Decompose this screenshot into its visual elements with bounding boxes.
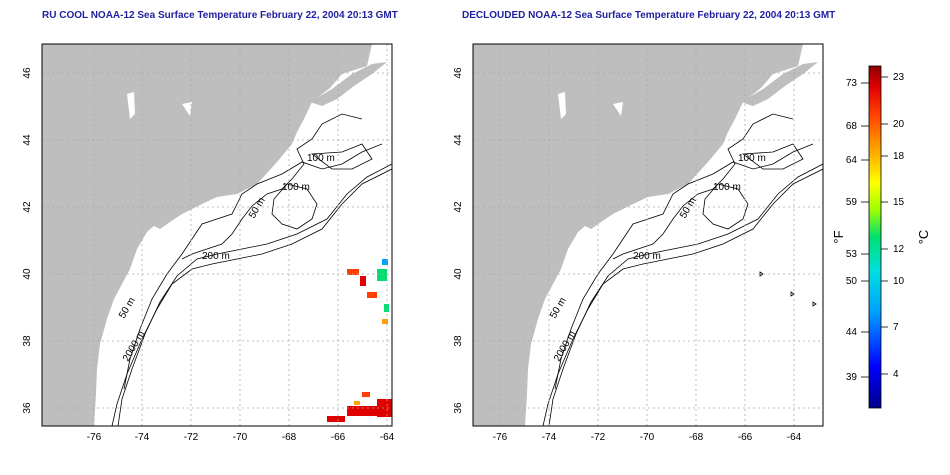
lat-tick: 46 (453, 67, 464, 79)
celsius-tick: 4 (893, 369, 899, 380)
left-map-panel: 100 m 100 m 50 m 200 m 50 m 2000 m -76 -… (22, 43, 395, 443)
lat-tick: 44 (453, 134, 464, 146)
celsius-tick: 18 (893, 151, 905, 162)
bathymetry-contours (542, 113, 823, 426)
lon-tick: -74 (135, 432, 150, 443)
left-map-title: RU COOL NOAA-12 Sea Surface Temperature … (42, 10, 398, 21)
lat-tick: 38 (22, 335, 33, 347)
fahrenheit-tick: 53 (846, 249, 858, 260)
lon-tick: -76 (493, 432, 508, 443)
lon-axis: -76 -74 -72 -70 -68 -66 -64 (493, 432, 802, 443)
lon-tick: -68 (689, 432, 704, 443)
lat-tick: 38 (453, 335, 464, 347)
fahrenheit-tick: 68 (846, 121, 858, 132)
celsius-tick: 12 (893, 244, 905, 255)
celsius-tick: 23 (893, 72, 905, 83)
fahrenheit-unit-label: °F (831, 230, 846, 243)
lon-tick: -74 (542, 432, 557, 443)
contour-label-100m-a: 100 m (738, 153, 766, 164)
bathymetry-contours (111, 113, 392, 426)
lon-axis: -76 -74 -72 -70 -68 -66 -64 (87, 432, 395, 443)
lon-tick: -72 (184, 432, 199, 443)
lon-tick: -64 (787, 432, 802, 443)
fahrenheit-tick: 44 (846, 327, 858, 338)
contour-label-200m: 200 m (633, 251, 661, 262)
lon-tick: -66 (738, 432, 753, 443)
lon-tick: -70 (640, 432, 655, 443)
land-mass (42, 44, 372, 426)
fahrenheit-tick: 73 (846, 78, 858, 89)
contour-label-100m-b: 100 m (282, 182, 310, 193)
lat-lon-grid (42, 44, 392, 426)
lat-tick: 42 (453, 201, 464, 213)
contour-label-100m-a: 100 m (307, 153, 335, 164)
right-map-panel: 100 m 100 m 50 m 200 m 50 m 2000 m -76 -… (453, 43, 824, 443)
fahrenheit-scale: 73 68 64 59 53 50 44 39 (846, 78, 858, 383)
lat-tick: 42 (22, 201, 33, 213)
temperature-colorbar: 73 68 64 59 53 50 44 39 (831, 65, 931, 409)
lat-lon-grid (473, 44, 823, 426)
map-frame (472, 43, 824, 427)
lon-tick: -66 (331, 432, 346, 443)
fahrenheit-tick: 39 (846, 372, 858, 383)
colorbar-gradient (868, 65, 882, 409)
celsius-tick: 20 (893, 119, 905, 130)
lon-tick: -72 (591, 432, 606, 443)
celsius-tick: 7 (893, 322, 899, 333)
contour-label-200m: 200 m (202, 251, 230, 262)
fahrenheit-tick: 59 (846, 197, 858, 208)
right-map-title: DECLOUDED NOAA-12 Sea Surface Temperatur… (462, 10, 836, 21)
lat-tick: 36 (22, 402, 33, 414)
lat-tick: 44 (22, 134, 33, 146)
lat-axis: 36 38 40 42 44 46 (22, 67, 33, 414)
contour-label-100m-b: 100 m (713, 182, 741, 193)
sst-pixels (327, 259, 392, 422)
lat-tick: 40 (22, 268, 33, 280)
lon-tick: -70 (233, 432, 248, 443)
land-mass (473, 44, 803, 426)
lon-tick: -64 (380, 432, 395, 443)
celsius-unit-label: °C (916, 230, 931, 245)
lat-tick: 40 (453, 268, 464, 280)
fahrenheit-tick: 50 (846, 276, 858, 287)
lon-tick: -68 (282, 432, 297, 443)
celsius-tick: 10 (893, 276, 905, 287)
lat-tick: 36 (453, 402, 464, 414)
map-frame (41, 43, 393, 427)
celsius-scale: 23 20 18 15 12 10 7 4 (893, 72, 905, 380)
lon-tick: -76 (87, 432, 102, 443)
fahrenheit-tick: 64 (846, 155, 858, 166)
celsius-tick: 15 (893, 197, 905, 208)
lat-axis: 36 38 40 42 44 46 (453, 67, 464, 414)
lat-tick: 46 (22, 67, 33, 79)
